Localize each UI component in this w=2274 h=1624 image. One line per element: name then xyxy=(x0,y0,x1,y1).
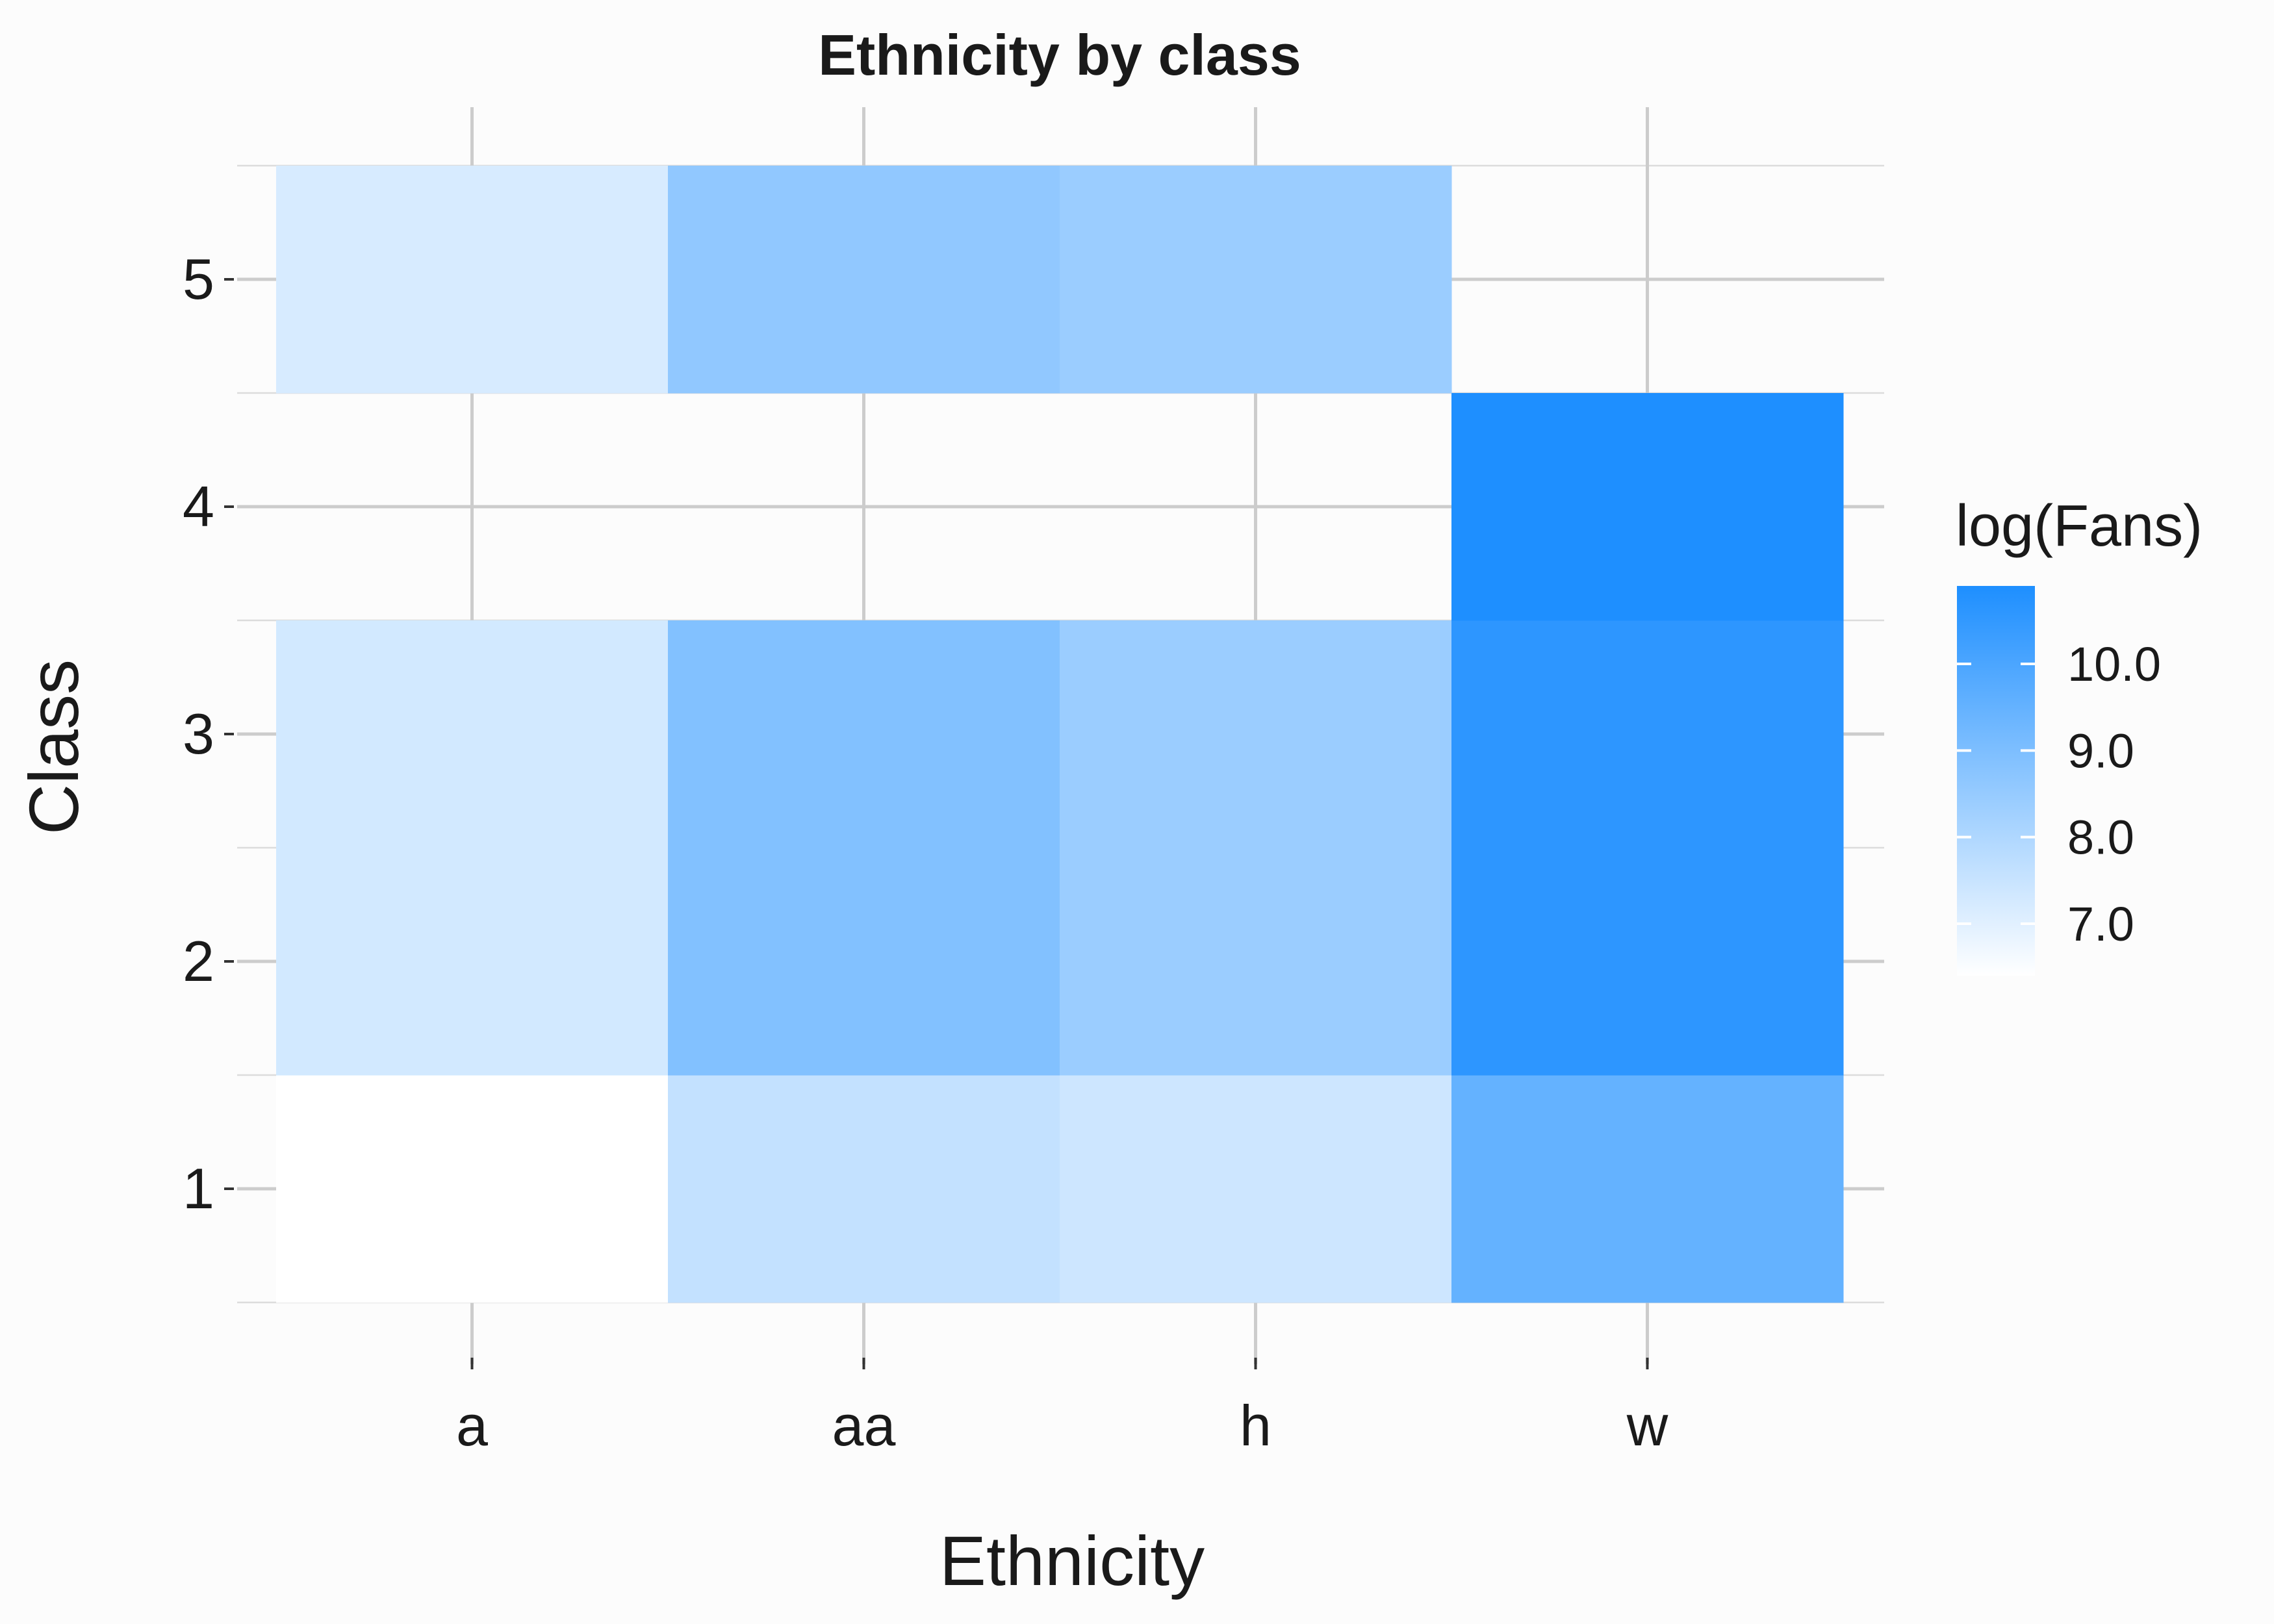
x-tick-label-h: h xyxy=(1240,1393,1271,1458)
heatmap-cell-w-1 xyxy=(1451,1075,1844,1303)
legend-ticks: 7.0 8.0 9.0 10.0 xyxy=(1957,637,2161,951)
heatmap-cell-h-2 xyxy=(1060,848,1452,1076)
heatmap-cell-a-3 xyxy=(276,620,669,848)
heatmap-cell-h-5 xyxy=(1060,166,1452,394)
heatmap-cell-aa-2 xyxy=(668,848,1060,1076)
legend-colorbar xyxy=(1957,586,2035,976)
y-tick-label-2: 2 xyxy=(183,929,214,993)
y-axis-title: Class xyxy=(14,659,93,835)
heatmap-cell-a-2 xyxy=(276,848,669,1076)
legend-title: log(Fans) xyxy=(1956,494,2203,559)
y-tick-label-1: 1 xyxy=(183,1156,214,1221)
y-tick-label-3: 3 xyxy=(183,702,214,766)
y-tick-label-5: 5 xyxy=(183,247,214,311)
x-tick-label-aa: aa xyxy=(832,1393,896,1458)
heatmap-cell-aa-5 xyxy=(668,166,1060,394)
heatmap-cell-w-3 xyxy=(1451,620,1844,848)
heatmap-cell-w-2 xyxy=(1451,848,1844,1076)
heatmap-cell-a-1 xyxy=(276,1075,669,1303)
y-tick-label-4: 4 xyxy=(183,474,214,539)
heatmap-cells xyxy=(276,166,1844,1303)
heatmap-cell-aa-1 xyxy=(668,1075,1060,1303)
chart-title: Ethnicity by class xyxy=(818,23,1301,87)
x-tick-label-w: w xyxy=(1626,1393,1668,1458)
legend-tick-label: 8.0 xyxy=(2067,811,2134,865)
heatmap-cell-h-3 xyxy=(1060,620,1452,848)
heatmap-cell-w-4 xyxy=(1451,393,1844,621)
color-legend: log(Fans) 7.0 8.0 9.0 10.0 xyxy=(1956,494,2203,976)
legend-tick-label: 7.0 xyxy=(2067,897,2134,951)
legend-tick-label: 10.0 xyxy=(2067,637,2161,691)
heatmap-cell-h-1 xyxy=(1060,1075,1452,1303)
heatmap-cell-a-5 xyxy=(276,166,669,394)
x-axis-title: Ethnicity xyxy=(939,1521,1205,1600)
heatmap-cell-aa-3 xyxy=(668,620,1060,848)
legend-tick-label: 9.0 xyxy=(2067,724,2134,778)
x-tick-label-a: a xyxy=(456,1393,488,1458)
